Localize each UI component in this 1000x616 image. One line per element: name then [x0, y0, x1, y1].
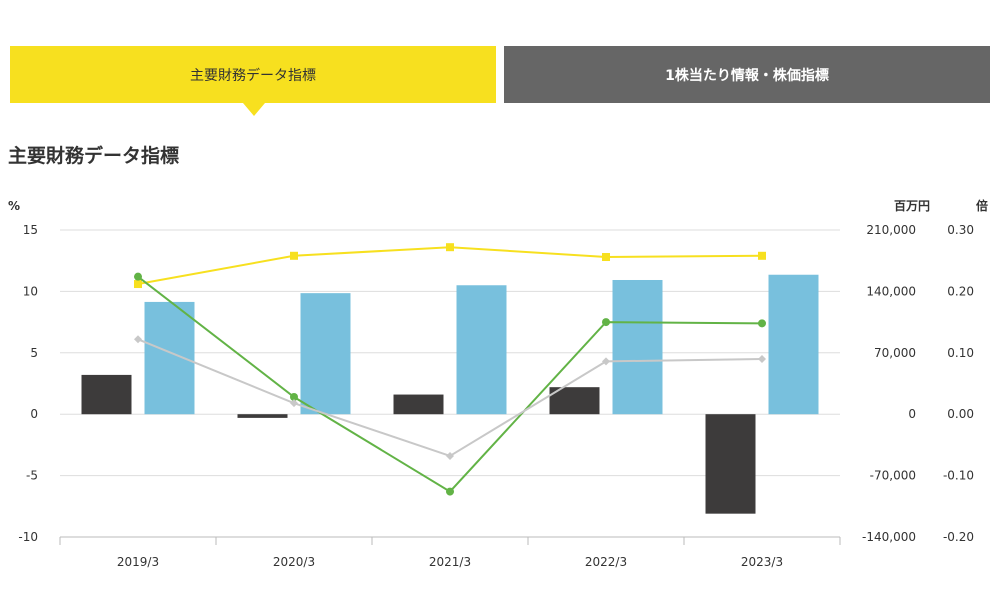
- left-axis-tick-label: 10: [23, 284, 38, 298]
- left-axis-tick-label: 5: [30, 346, 38, 360]
- tab-bar: 主要財務データ指標 1株当たり情報・株価指標: [10, 46, 990, 116]
- line-point: [446, 451, 454, 460]
- line-point: [134, 335, 142, 344]
- middle-axis-tick-label: 210,000: [866, 223, 916, 237]
- section-title: 主要財務データ指標: [8, 145, 180, 167]
- left-axis-tick-label: -10: [18, 530, 38, 544]
- line-point: [758, 354, 766, 363]
- middle-axis-tick-label: 140,000: [866, 284, 916, 298]
- tab-label: 1株当たり情報・株価指標: [665, 67, 829, 84]
- line-point: [602, 318, 610, 327]
- line-point: [602, 357, 610, 366]
- bar-blue: [768, 274, 819, 415]
- line-point: [758, 251, 766, 260]
- bar-blue: [300, 293, 351, 415]
- right-axis-tick-label: 0.30: [947, 223, 974, 237]
- financial-chart: 15 10 5 0 -5 -10 210,000 140,000 70,000 0 -70,000 -…: [8, 198, 988, 569]
- line-point: [134, 272, 142, 281]
- active-tab-caret: [243, 103, 265, 116]
- right-axis-tick-label: 0.00: [947, 407, 974, 421]
- line-point: [290, 251, 298, 260]
- tab-key-financial-indicators[interactable]: 主要財務データ指標: [10, 46, 496, 103]
- bar-blue: [612, 279, 663, 415]
- right-axis-tick-label: 0.10: [947, 346, 974, 360]
- bar-dark: [81, 374, 132, 415]
- line-diamond: [137, 338, 763, 458]
- line-point: [758, 319, 766, 328]
- middle-axis-tick-label: -140,000: [862, 530, 916, 544]
- bar-dark: [237, 414, 288, 418]
- bar-dark: [705, 414, 756, 514]
- x-axis-tick-label: 2023/3: [741, 555, 783, 569]
- line-square: [137, 246, 763, 286]
- x-axis-tick-label: 2021/3: [429, 555, 471, 569]
- right-axis-tick-label: -0.10: [943, 469, 974, 483]
- x-axis-tick-label: 2022/3: [585, 555, 627, 569]
- line-point: [290, 399, 298, 408]
- x-axis-tick-label: 2020/3: [273, 555, 315, 569]
- line-point: [134, 280, 142, 289]
- middle-axis-tick-label: 0: [908, 407, 916, 421]
- middle-axis-tick-label: -70,000: [870, 469, 916, 483]
- left-axis-tick-label: 15: [23, 223, 38, 237]
- right-axis-tick-label: 0.20: [947, 284, 974, 298]
- line-point: [602, 253, 610, 262]
- left-axis-unit: %: [8, 199, 20, 213]
- x-axis-tick-label: 2019/3: [117, 555, 159, 569]
- tab-label: 主要財務データ指標: [190, 67, 316, 84]
- line-point: [446, 243, 454, 252]
- left-axis-tick-label: -5: [26, 469, 38, 483]
- line-point: [290, 393, 298, 402]
- bar-dark: [393, 394, 444, 415]
- bar-blue: [144, 301, 195, 415]
- line-point: [446, 487, 454, 496]
- left-axis-tick-label: 0: [30, 407, 38, 421]
- bar-blue: [456, 285, 507, 415]
- tab-per-share-and-stock-indicators[interactable]: 1株当たり情報・株価指標: [504, 46, 990, 103]
- middle-axis-unit: 百万円: [894, 199, 930, 213]
- middle-axis-tick-label: 70,000: [874, 346, 916, 360]
- right-axis-tick-label: -0.20: [943, 530, 974, 544]
- right-axis-unit: 倍: [976, 198, 988, 213]
